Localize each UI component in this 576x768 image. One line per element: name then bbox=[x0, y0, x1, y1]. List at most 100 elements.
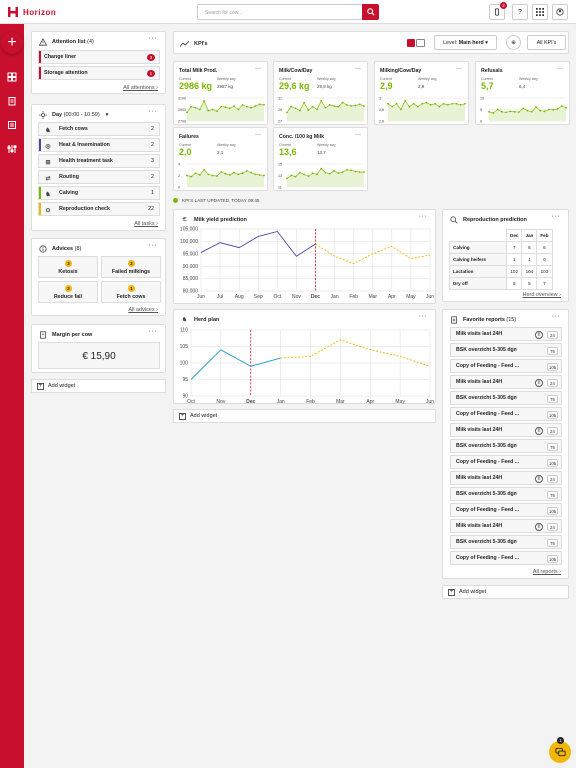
advices-header: Advices (8) bbox=[38, 244, 81, 253]
favorite-report-item[interactable]: BSK overzicht 5-305 dgn 75 bbox=[450, 439, 562, 453]
kpi-card-title: Total Milk Prod. bbox=[179, 68, 218, 74]
favorite-report-item[interactable]: BSK overzicht 5-305 dgn 75 bbox=[450, 391, 562, 405]
kpi-card[interactable]: Milking/Cow/Day ··· Current Weekly avg 2… bbox=[374, 61, 469, 125]
notifications-button[interactable]: 2 bbox=[489, 2, 507, 20]
all-reports-link[interactable]: All reports › bbox=[532, 569, 561, 575]
favorite-report-item[interactable]: Copy of Feeding - Feed ... 105 bbox=[450, 503, 562, 517]
chat-button[interactable]: 1 bbox=[549, 737, 571, 763]
user-button[interactable] bbox=[552, 4, 568, 20]
info-icon[interactable]: i bbox=[535, 379, 543, 387]
favorite-report-item[interactable]: Copy of Feeding - Feed ... 105 bbox=[450, 455, 562, 469]
more-options-icon[interactable]: ··· bbox=[255, 132, 261, 138]
kpi-point bbox=[286, 111, 288, 114]
more-options-icon[interactable]: ··· bbox=[551, 313, 560, 320]
task-item[interactable]: ♞ Fetch cows 2 bbox=[38, 122, 160, 136]
dashboard-icon[interactable] bbox=[7, 72, 17, 82]
favorites-header: Favorite reports (15) bbox=[449, 315, 516, 324]
all-kpis-button[interactable]: All KPI's bbox=[527, 35, 566, 50]
favorite-report-item[interactable]: Milk visits last 24H i 24 bbox=[450, 327, 562, 341]
add-button[interactable]: + bbox=[1, 32, 23, 54]
y-tick-label: 2700 bbox=[178, 119, 186, 123]
all-attentions-link[interactable]: All attentions › bbox=[123, 85, 158, 91]
task-item[interactable]: ⇄ Routing 2 bbox=[38, 170, 160, 184]
more-options-icon[interactable]: ··· bbox=[456, 66, 462, 72]
all-tasks-link[interactable]: All tasks › bbox=[134, 221, 158, 227]
task-item[interactable]: ◎ Heat & Insemination 2 bbox=[38, 138, 160, 152]
report-label: BSK overzicht 5-305 dgn bbox=[456, 491, 517, 497]
kpi-card-title: Milking/Cow/Day bbox=[380, 68, 422, 74]
favorite-report-item[interactable]: Milk visits last 24H i 24 bbox=[450, 423, 562, 437]
view-toggle[interactable] bbox=[407, 39, 425, 47]
search-button[interactable] bbox=[362, 4, 379, 20]
more-options-icon[interactable]: ··· bbox=[148, 35, 157, 42]
report-label: Copy of Feeding - Feed ... bbox=[456, 363, 520, 369]
advice-tile[interactable]: 1 Fetch cows bbox=[101, 281, 161, 303]
favorite-report-item[interactable]: Milk visits last 24H i 24 bbox=[450, 375, 562, 389]
level-select[interactable]: Level: Main herd ▾ bbox=[434, 35, 497, 50]
chevron-down-icon[interactable]: ▾ bbox=[105, 111, 109, 118]
add-kpi-button[interactable]: ⊕ bbox=[506, 35, 521, 50]
more-options-icon[interactable]: ··· bbox=[148, 328, 157, 335]
info-icon[interactable]: i bbox=[535, 331, 543, 339]
add-widget-button[interactable]: + Add widget bbox=[31, 379, 166, 393]
table-cell: 6 bbox=[521, 241, 538, 254]
help-button[interactable]: ? bbox=[512, 4, 528, 20]
y-tick-label: 3100 bbox=[178, 96, 186, 100]
attention-item[interactable]: Storage attention 1 bbox=[38, 66, 160, 80]
more-options-icon[interactable]: ··· bbox=[148, 108, 157, 115]
favorite-report-item[interactable]: Milk visits last 24H i 24 bbox=[450, 471, 562, 485]
favorite-report-item[interactable]: BSK overzicht 5-305 dgn 75 bbox=[450, 487, 562, 501]
favorite-report-item[interactable]: BSK overzicht 5-305 dgn 75 bbox=[450, 535, 562, 549]
list-view-icon[interactable] bbox=[416, 39, 425, 47]
favorite-report-item[interactable]: Milk visits last 24H i 24 bbox=[450, 519, 562, 533]
column-header: Jan bbox=[521, 229, 538, 242]
kpi-weekly-value: 2987 kg bbox=[217, 84, 234, 89]
apps-button[interactable] bbox=[532, 4, 548, 20]
more-options-icon[interactable]: ··· bbox=[418, 213, 427, 220]
kpi-card[interactable]: Milk/Cow/Day ··· Current Weekly avg 29,6… bbox=[273, 61, 368, 125]
advices-title: Advices bbox=[52, 245, 74, 252]
search-box[interactable]: Search for cow... bbox=[197, 4, 379, 20]
favorite-report-item[interactable]: Copy of Feeding - Feed ... 105 bbox=[450, 359, 562, 373]
advice-tile[interactable]: 3 Ketosis bbox=[38, 256, 98, 278]
add-widget-button[interactable]: + Add widget bbox=[442, 585, 569, 599]
reproduction-table: Dec Jan Feb Calving 7 6 6 Calving heifers 1 1 0 … bbox=[449, 229, 553, 290]
task-item[interactable]: ♞ Calving 1 bbox=[38, 186, 160, 200]
info-icon[interactable]: i bbox=[535, 475, 543, 483]
favorite-report-item[interactable]: Copy of Feeding - Feed ... 105 bbox=[450, 407, 562, 421]
settings-icon[interactable] bbox=[7, 144, 17, 154]
advice-tile[interactable]: 2 Reduce fail bbox=[38, 281, 98, 303]
favorite-report-item[interactable]: Copy of Feeding - Feed ... 105 bbox=[450, 551, 562, 565]
more-options-icon[interactable]: ··· bbox=[355, 132, 361, 138]
tile-view-icon[interactable] bbox=[407, 39, 416, 47]
more-options-icon[interactable]: ··· bbox=[148, 242, 157, 249]
y-tick-label: 90 bbox=[182, 394, 188, 400]
more-options-icon[interactable]: ··· bbox=[355, 66, 361, 72]
task-item[interactable]: ⊞ Health treatment task 3 bbox=[38, 154, 160, 168]
kpi-point bbox=[399, 108, 402, 111]
more-options-icon[interactable]: ··· bbox=[551, 213, 560, 220]
herd-overview-link[interactable]: Herd overview › bbox=[522, 292, 561, 298]
add-widget-button[interactable]: + Add widget bbox=[173, 409, 436, 423]
kpi-point bbox=[328, 172, 331, 175]
weekly-label: Weekly avg bbox=[217, 143, 236, 147]
info-icon[interactable]: i bbox=[535, 427, 543, 435]
kpi-card[interactable]: Total Milk Prod. ··· Current Weekly avg … bbox=[173, 61, 268, 125]
more-options-icon[interactable]: ··· bbox=[255, 66, 261, 72]
favorite-report-item[interactable]: BSK overzicht 5-305 dgn 75 bbox=[450, 343, 562, 357]
clipboard-icon[interactable] bbox=[7, 96, 17, 106]
kpi-current-value: 2986 kg bbox=[179, 81, 213, 91]
kpi-card[interactable]: Conc. /100 kg Milk ··· Current Weekly av… bbox=[273, 127, 368, 191]
app-logo[interactable]: Horizon bbox=[7, 6, 56, 18]
task-item[interactable]: ⊙ Reproduction check 22 bbox=[38, 202, 160, 216]
reports-icon[interactable] bbox=[7, 120, 17, 130]
attention-item[interactable]: Change liner 3 bbox=[38, 50, 160, 64]
kpi-card[interactable]: Failures ··· Current Weekly avg 2,0 2,1 4… bbox=[173, 127, 268, 191]
info-icon[interactable]: i bbox=[535, 523, 543, 531]
report-count: 105 bbox=[547, 555, 558, 563]
all-advices-link[interactable]: All advices › bbox=[128, 307, 158, 313]
more-options-icon[interactable]: ··· bbox=[557, 66, 563, 72]
kpi-card[interactable]: Refusals ··· Current Weekly avg 5,7 6,4 1… bbox=[475, 61, 570, 125]
advice-tile[interactable]: 2 Failed milkings bbox=[101, 256, 161, 278]
more-options-icon[interactable]: ··· bbox=[418, 313, 427, 320]
